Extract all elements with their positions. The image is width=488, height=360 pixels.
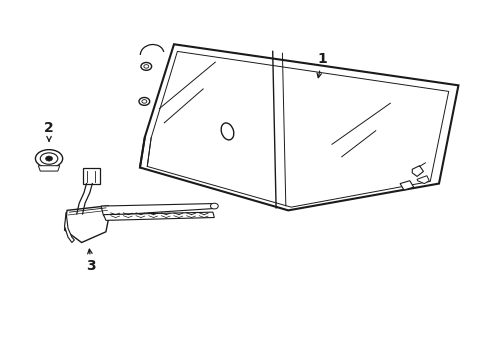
FancyBboxPatch shape	[83, 168, 100, 184]
PathPatch shape	[140, 44, 458, 210]
Text: 2: 2	[44, 121, 54, 141]
Circle shape	[45, 156, 52, 161]
Circle shape	[210, 203, 218, 209]
Ellipse shape	[40, 153, 58, 164]
Ellipse shape	[35, 150, 62, 167]
Polygon shape	[101, 203, 212, 216]
Polygon shape	[416, 176, 428, 184]
PathPatch shape	[147, 51, 448, 207]
Polygon shape	[64, 206, 110, 243]
Circle shape	[142, 100, 146, 103]
Polygon shape	[64, 212, 74, 243]
Circle shape	[143, 64, 148, 68]
Text: 3: 3	[86, 249, 96, 274]
Circle shape	[139, 98, 149, 105]
Polygon shape	[103, 212, 214, 220]
Text: 1: 1	[316, 51, 326, 78]
Ellipse shape	[221, 123, 233, 140]
Polygon shape	[411, 166, 423, 176]
Circle shape	[141, 63, 151, 70]
Polygon shape	[38, 166, 60, 171]
Polygon shape	[399, 181, 413, 190]
